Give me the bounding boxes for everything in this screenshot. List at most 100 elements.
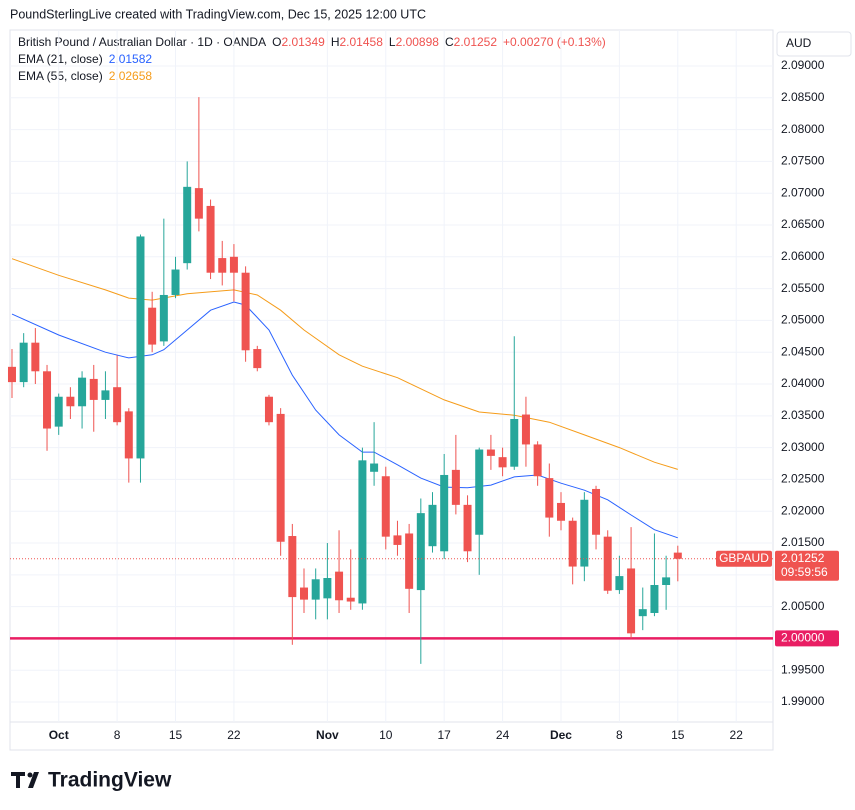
y-tick-label: 2.03000: [781, 440, 825, 454]
ohlc-value: 2.01458: [340, 35, 384, 49]
price-box: [775, 550, 839, 581]
x-tick-label: 24: [496, 728, 510, 742]
y-tick-label: 2.03500: [781, 408, 825, 422]
candle-body: [662, 577, 671, 585]
candle-body: [521, 414, 530, 445]
candle-body: [673, 552, 682, 559]
ohlc-value: 2.00898: [396, 35, 440, 49]
ohlc-label: H: [331, 35, 340, 49]
currency: AUD: [786, 36, 812, 50]
currency-box: [776, 31, 852, 57]
y-tick-label: 2.02000: [781, 503, 825, 517]
y-tick-label: 2.01500: [781, 535, 825, 549]
candle-body: [323, 578, 332, 599]
candle-body: [113, 387, 122, 423]
candle-body: [31, 342, 40, 372]
candle-body: [264, 396, 273, 423]
legend-name: EMA (55, close): [18, 69, 103, 83]
candle-body: [545, 478, 554, 518]
brand-logo: TradingView: [11, 769, 172, 792]
candle-body: [370, 463, 379, 472]
x-tick-label: 17: [438, 728, 452, 742]
candle-body: [66, 396, 75, 407]
candle-body: [288, 536, 297, 598]
y-tick-label: 2.06500: [781, 217, 825, 231]
candle-body: [393, 535, 402, 545]
candle-body: [241, 272, 250, 351]
ohlc-label: O: [272, 35, 281, 49]
level-label: 2.00000: [781, 631, 825, 645]
candle-body: [358, 460, 367, 604]
change: +0.00270 (+0.13%): [503, 35, 606, 49]
candle-body: [650, 584, 659, 613]
candle-body: [183, 186, 192, 264]
candle-body: [19, 342, 28, 383]
candle-body: [510, 418, 519, 467]
candle-body: [580, 499, 589, 567]
candle-body: [335, 571, 344, 601]
logo-icon: [27, 772, 33, 778]
symbol-box: [716, 550, 772, 567]
x-tick-label: 15: [169, 728, 183, 742]
x-tick-label: 22: [227, 728, 241, 742]
legend-row: EMA (21, close) 2.01582: [18, 52, 152, 66]
x-tick-label: Nov: [316, 728, 339, 742]
level-box: [775, 630, 839, 647]
brand: TradingView: [48, 769, 172, 792]
candle-body: [533, 444, 542, 477]
y-tick-label: 1.99000: [781, 694, 825, 708]
legend: British Pound / Australian Dollar · 1D ·…: [18, 35, 606, 83]
x-tick-label: 8: [114, 728, 121, 742]
candle-body: [486, 449, 495, 456]
candle-body: [253, 349, 262, 369]
legend-value: 2.01582: [109, 52, 153, 66]
candle-body: [463, 504, 472, 552]
candle-body: [381, 476, 390, 537]
symbol: GBPAUD: [719, 551, 769, 565]
candle-body: [300, 587, 309, 600]
y-tick-label: 2.06000: [781, 249, 825, 263]
candle-body: [615, 576, 624, 591]
candle-body: [101, 390, 110, 400]
y-tick-label: 2.07500: [781, 154, 825, 168]
header: PoundSterlingLive created with TradingVi…: [10, 7, 426, 21]
candle-body: [405, 533, 414, 589]
x-tick-label: Dec: [550, 728, 572, 742]
candle-body: [592, 488, 601, 535]
plot: [7, 30, 773, 722]
candle-body: [124, 411, 133, 459]
candle-body: [43, 371, 52, 429]
logo-icon: [28, 772, 39, 788]
x-tick-label: 15: [671, 728, 685, 742]
candle-body: [229, 256, 238, 273]
y-tick-label: 2.05500: [781, 281, 825, 295]
ohlc-label: C: [445, 35, 454, 49]
candle-body: [218, 258, 227, 273]
candle-body: [136, 236, 145, 459]
last-price: 2.01252: [781, 551, 825, 565]
candle-body: [627, 568, 636, 634]
y-tick-label: 2.00500: [781, 599, 825, 613]
candle-body: [148, 307, 157, 345]
legend-name: EMA (21, close): [18, 52, 103, 66]
candle-body: [159, 294, 168, 342]
candle-body: [194, 188, 203, 219]
countdown: 09:59:56: [781, 565, 828, 579]
candle-body: [475, 449, 484, 535]
candle-body: [603, 536, 612, 591]
y-tick-label: 2.07000: [781, 185, 825, 199]
candle-body: [556, 502, 565, 521]
candle-body: [498, 457, 507, 468]
candle-body: [206, 205, 215, 273]
x-tick-label: Oct: [49, 728, 69, 742]
candle-body: [7, 366, 16, 383]
candle-body: [276, 413, 285, 542]
y-tick-label: 2.08000: [781, 122, 825, 136]
y-tick-label: 2.09000: [781, 58, 825, 72]
x-tick-label: 22: [730, 728, 744, 742]
candle-body: [440, 474, 449, 552]
candle-body: [54, 396, 63, 427]
y-tick-label: 1.99500: [781, 662, 825, 676]
candle-body: [416, 513, 425, 591]
